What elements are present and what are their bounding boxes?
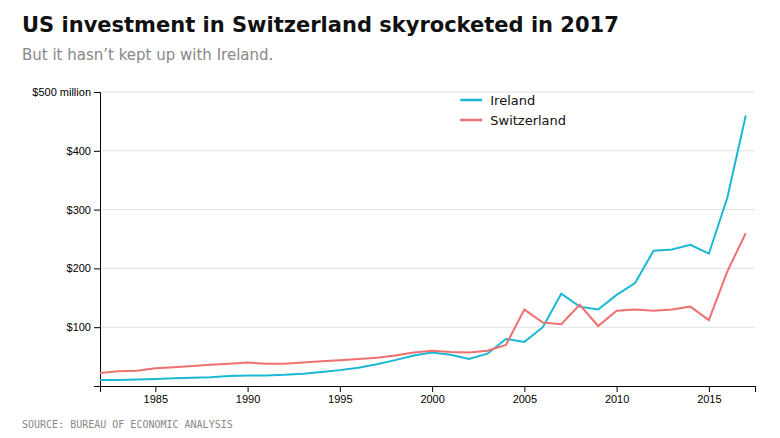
title: US investment in Switzerland skyrocketed…	[22, 13, 619, 37]
legend-item: Switzerland	[460, 113, 566, 128]
x-axis-line	[101, 387, 756, 393]
x-tick: 2015	[697, 386, 721, 405]
y-tick-mark	[94, 268, 100, 269]
series-line	[100, 233, 746, 373]
chart: US investment in Switzerland skyrocketed…	[0, 0, 780, 438]
grid-line	[100, 268, 755, 269]
x-tick: 1995	[328, 386, 352, 405]
y-tick-label: $500 million	[32, 86, 91, 98]
legend-label: Ireland	[490, 93, 535, 108]
x-tick-mark	[524, 386, 525, 392]
y-tick-mark	[94, 92, 100, 93]
x-tick-label: 2005	[513, 393, 537, 405]
grid-line	[100, 92, 755, 93]
x-tick: 2010	[605, 386, 629, 405]
x-axis: 1985 1990 1995 2000 2005 2010 2015	[101, 386, 756, 405]
x-tick-mark	[340, 386, 341, 392]
legend-swatch	[460, 99, 482, 102]
x-tick: 2005	[513, 386, 537, 405]
y-tick-label: $400	[67, 145, 91, 157]
x-tick-label: 2000	[420, 393, 444, 405]
x-tick-mark	[709, 386, 710, 392]
plot-area	[100, 116, 746, 381]
source: SOURCE: BUREAU OF ECONOMIC ANALYSIS	[22, 419, 233, 430]
x-tick: 1990	[236, 386, 260, 405]
y-axis: $100 $200 $300 $400 $500 million	[32, 86, 100, 386]
x-tick-mark	[248, 386, 249, 392]
legend-swatch	[460, 119, 482, 122]
grid-line	[100, 209, 755, 210]
y-tick: $500 million	[32, 86, 100, 98]
grid	[100, 92, 755, 327]
legend-label: Switzerland	[490, 113, 566, 128]
y-tick: $100	[67, 321, 100, 333]
x-tick-label: 2010	[605, 393, 629, 405]
y-tick-label: $100	[67, 321, 91, 333]
series-line	[100, 116, 746, 381]
y-tick: $300	[67, 204, 100, 216]
y-tick: $200	[67, 262, 100, 274]
y-tick-mark	[94, 327, 100, 328]
y-tick-label: $300	[67, 204, 91, 216]
grid-line	[100, 150, 755, 151]
x-tick-mark	[432, 386, 433, 392]
legend: Ireland Switzerland	[460, 93, 566, 128]
x-tick-label: 1990	[236, 393, 260, 405]
y-tick: $400	[67, 145, 100, 157]
x-tick-label: 1995	[328, 393, 352, 405]
x-tick-label: 1985	[144, 393, 168, 405]
y-tick-mark	[94, 210, 100, 211]
y-tick-label: $200	[67, 262, 91, 274]
x-tick-label: 2015	[697, 393, 721, 405]
y-tick-mark	[94, 151, 100, 152]
x-tick: 1985	[144, 386, 168, 405]
x-tick-mark	[155, 386, 156, 392]
grid-line	[100, 327, 755, 328]
subtitle: But it hasn’t kept up with Ireland.	[22, 46, 273, 64]
legend-item: Ireland	[460, 93, 535, 108]
y-axis-line	[94, 93, 101, 387]
x-tick: 2000	[420, 386, 444, 405]
x-tick-mark	[617, 386, 618, 392]
